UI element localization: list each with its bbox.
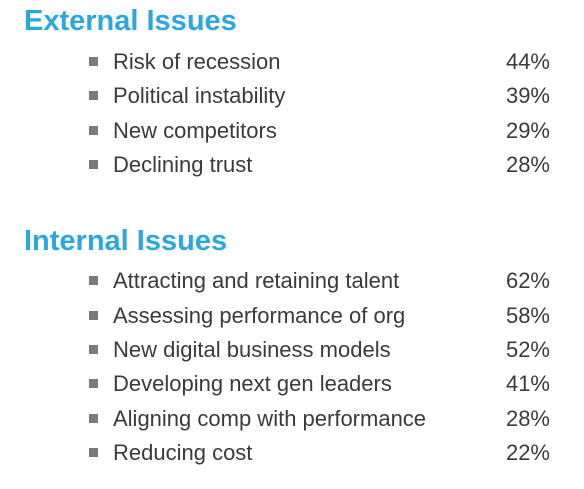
- issue-percentage: 39%: [505, 83, 550, 108]
- issue-label: Political instability: [113, 83, 286, 108]
- issue-label: New competitors: [113, 118, 277, 143]
- list-item: Declining trust 28%: [0, 150, 584, 180]
- list-item: Political instability 39%: [0, 81, 584, 111]
- issue-label: Declining trust: [113, 152, 253, 177]
- issue-percentage: 44%: [505, 49, 550, 74]
- square-bullet-icon: [89, 160, 98, 169]
- internal-issues-title: Internal Issues: [24, 225, 228, 257]
- square-bullet-icon: [89, 276, 98, 285]
- square-bullet-icon: [89, 311, 98, 320]
- square-bullet-icon: [89, 57, 98, 66]
- list-item: Developing next gen leaders 41%: [0, 369, 584, 399]
- square-bullet-icon: [89, 126, 98, 135]
- issue-percentage: 52%: [505, 337, 550, 362]
- list-item: New competitors 29%: [0, 116, 584, 146]
- issue-percentage: 62%: [505, 268, 550, 293]
- square-bullet-icon: [89, 414, 98, 423]
- issue-percentage: 28%: [505, 406, 550, 431]
- issue-percentage: 28%: [505, 152, 550, 177]
- list-item: New digital business models 52%: [0, 335, 584, 365]
- square-bullet-icon: [89, 448, 98, 457]
- issue-label: Attracting and retaining talent: [113, 268, 400, 293]
- issue-label: Risk of recession: [113, 49, 281, 74]
- issue-percentage: 22%: [505, 440, 550, 465]
- issue-percentage: 41%: [505, 371, 550, 396]
- issue-label: Reducing cost: [113, 440, 253, 465]
- square-bullet-icon: [89, 345, 98, 354]
- issue-percentage: 58%: [505, 303, 550, 328]
- list-item: Risk of recession 44%: [0, 47, 584, 77]
- issue-label: Aligning comp with performance: [113, 406, 427, 431]
- square-bullet-icon: [89, 91, 98, 100]
- list-item: Reducing cost 22%: [0, 438, 584, 468]
- issue-label: New digital business models: [113, 337, 391, 362]
- list-item: Assessing performance of org 58%: [0, 301, 584, 331]
- issue-label: Assessing performance of org: [113, 303, 406, 328]
- external-issues-title: External Issues: [24, 5, 237, 37]
- square-bullet-icon: [89, 379, 98, 388]
- list-item: Attracting and retaining talent 62%: [0, 266, 584, 296]
- issue-percentage: 29%: [505, 118, 550, 143]
- issue-label: Developing next gen leaders: [113, 371, 392, 396]
- list-item: Aligning comp with performance 28%: [0, 404, 584, 434]
